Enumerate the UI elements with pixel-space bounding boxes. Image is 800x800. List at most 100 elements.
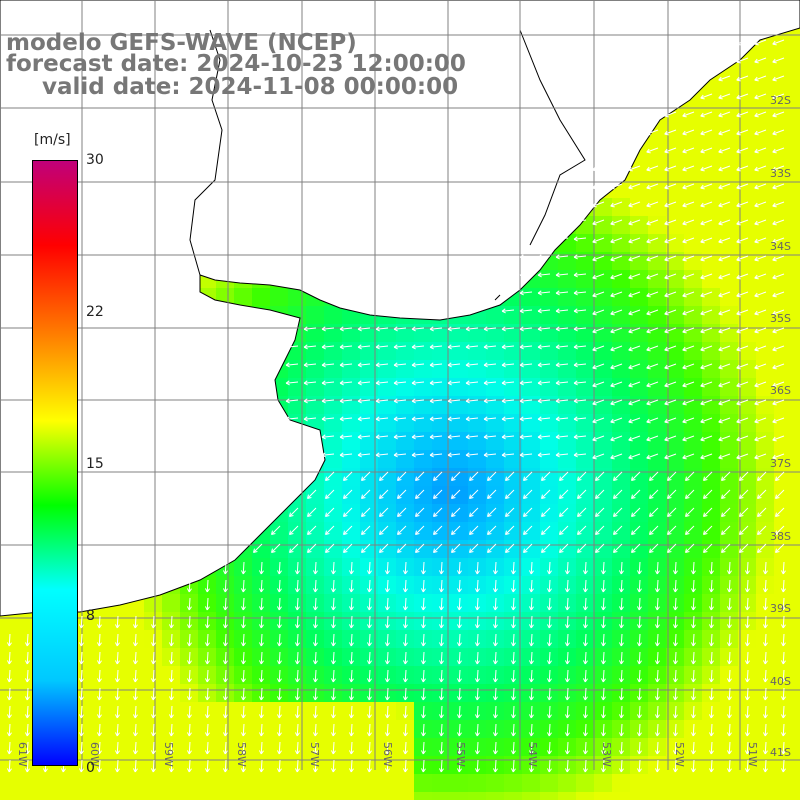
wind-cell bbox=[180, 720, 198, 738]
wind-cell bbox=[702, 630, 720, 648]
wind-arrow bbox=[204, 597, 210, 611]
wind-cell bbox=[378, 342, 396, 360]
wind-arrow bbox=[736, 255, 749, 262]
wind-arrow bbox=[573, 218, 587, 224]
wind-cell bbox=[108, 684, 126, 702]
wind-cell bbox=[648, 792, 666, 800]
wind-arrow bbox=[592, 345, 605, 352]
wind-cell bbox=[396, 774, 414, 792]
wind-arrow bbox=[465, 398, 479, 404]
wind-arrow bbox=[757, 489, 767, 499]
wind-cell bbox=[378, 774, 396, 792]
wind-arrow bbox=[222, 597, 228, 611]
wind-cell bbox=[720, 774, 738, 792]
wind-arrow bbox=[721, 471, 731, 481]
wind-arrow bbox=[528, 579, 534, 593]
wind-cell bbox=[666, 612, 684, 630]
wind-cell bbox=[198, 576, 216, 594]
wind-cell bbox=[774, 630, 792, 648]
wind-cell bbox=[450, 792, 468, 800]
wind-cell bbox=[558, 450, 576, 468]
wind-arrow bbox=[682, 129, 695, 136]
wind-arrow bbox=[672, 597, 678, 611]
wind-cell bbox=[774, 666, 792, 684]
wind-cell bbox=[540, 396, 558, 414]
wind-cell bbox=[738, 324, 756, 342]
wind-arrow bbox=[718, 129, 731, 136]
wind-cell bbox=[450, 450, 468, 468]
wind-cell bbox=[756, 72, 774, 90]
wind-cell bbox=[738, 72, 756, 90]
wind-cell bbox=[432, 522, 450, 540]
wind-cell bbox=[792, 90, 800, 108]
wind-cell bbox=[504, 324, 522, 342]
wind-arrow bbox=[375, 434, 389, 440]
wind-arrow bbox=[321, 416, 335, 422]
wind-cell bbox=[252, 774, 270, 792]
wind-cell bbox=[684, 378, 702, 396]
wind-cell bbox=[720, 594, 738, 612]
wind-arrow bbox=[690, 597, 696, 611]
wind-cell bbox=[738, 216, 756, 234]
wind-cell bbox=[630, 216, 648, 234]
wind-cell bbox=[792, 558, 800, 576]
wind-cell bbox=[72, 792, 90, 800]
wind-cell bbox=[666, 702, 684, 720]
wind-cell bbox=[216, 720, 234, 738]
wind-cell bbox=[108, 612, 126, 630]
wind-arrow bbox=[186, 561, 192, 575]
wind-cell bbox=[0, 720, 18, 738]
wind-cell bbox=[576, 432, 594, 450]
lon-label: 56W bbox=[381, 742, 394, 767]
wind-cell bbox=[522, 504, 540, 522]
wind-cell bbox=[792, 108, 800, 126]
wind-cell bbox=[36, 792, 54, 800]
wind-arrow bbox=[582, 597, 588, 611]
wind-cell bbox=[792, 396, 800, 414]
wind-cell bbox=[756, 666, 774, 684]
wind-cell bbox=[720, 72, 738, 90]
wind-arrow bbox=[600, 561, 606, 575]
wind-cell bbox=[342, 648, 360, 666]
wind-arrow bbox=[519, 272, 533, 278]
wind-cell bbox=[162, 702, 180, 720]
wind-cell bbox=[756, 108, 774, 126]
wind-cell bbox=[792, 306, 800, 324]
wind-cell bbox=[468, 342, 486, 360]
wind-arrow bbox=[321, 434, 335, 440]
wind-arrow bbox=[573, 290, 587, 296]
wind-arrow bbox=[718, 291, 731, 298]
wind-cell bbox=[234, 792, 252, 800]
wind-cell bbox=[558, 558, 576, 576]
wind-cell bbox=[468, 738, 486, 756]
wind-arrow bbox=[592, 381, 605, 388]
wind-cell bbox=[0, 702, 18, 720]
wind-cell bbox=[414, 324, 432, 342]
wind-arrow bbox=[610, 345, 623, 352]
wind-cell bbox=[738, 288, 756, 306]
wind-cell bbox=[684, 126, 702, 144]
wind-cell bbox=[522, 288, 540, 306]
wind-cell bbox=[756, 270, 774, 288]
wind-cell bbox=[594, 666, 612, 684]
wind-cell bbox=[468, 522, 486, 540]
wind-arrow bbox=[664, 327, 677, 334]
wind-cell bbox=[648, 630, 666, 648]
wind-cell bbox=[792, 612, 800, 630]
wind-cell bbox=[522, 594, 540, 612]
wind-cell bbox=[324, 396, 342, 414]
wind-arrow bbox=[559, 471, 569, 481]
wind-cell bbox=[324, 432, 342, 450]
lat-label: 32S bbox=[770, 94, 791, 107]
wind-cell bbox=[702, 180, 720, 198]
wind-cell bbox=[126, 738, 144, 756]
wind-cell bbox=[342, 612, 360, 630]
wind-cell bbox=[702, 666, 720, 684]
wind-cell bbox=[756, 558, 774, 576]
wind-cell bbox=[630, 180, 648, 198]
wind-arrow bbox=[285, 434, 299, 440]
wind-arrow bbox=[343, 543, 353, 553]
wind-cell bbox=[504, 774, 522, 792]
wind-cell bbox=[0, 630, 18, 648]
wind-cell bbox=[378, 378, 396, 396]
